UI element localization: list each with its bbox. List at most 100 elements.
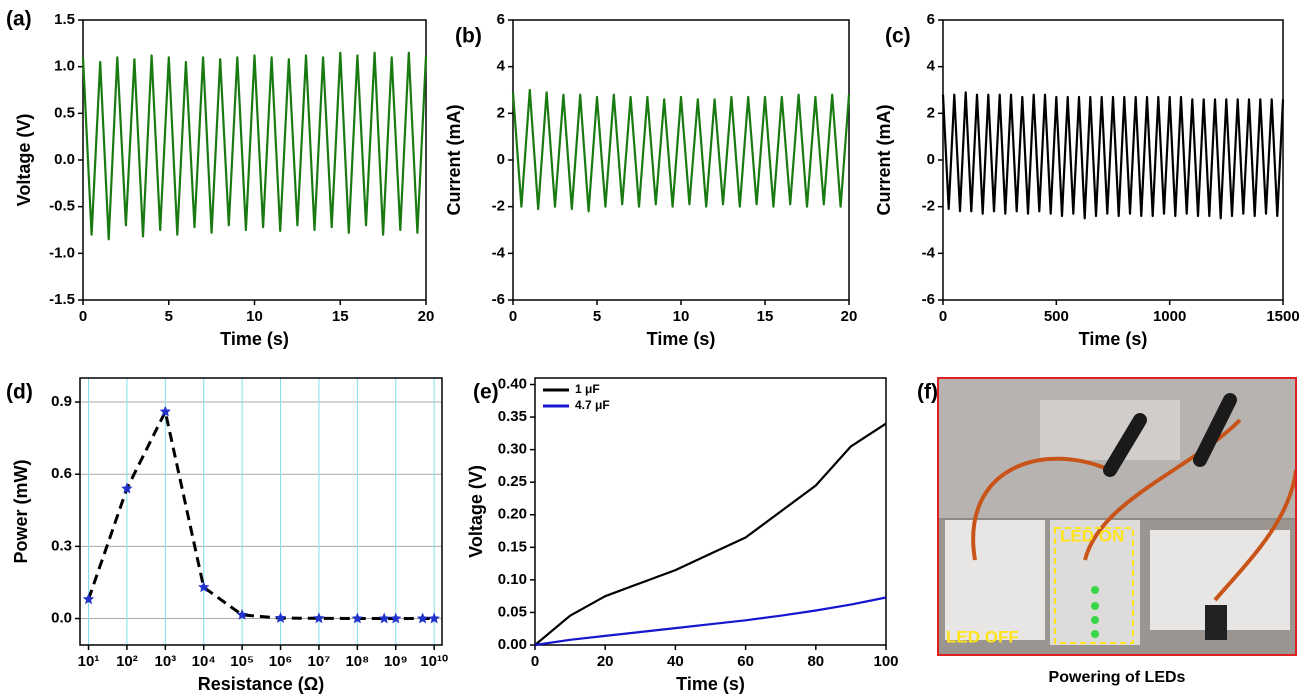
- x-tick-label: 5: [165, 308, 173, 325]
- x-tick-label: 0: [79, 308, 87, 325]
- data-line: [81, 51, 428, 241]
- y-tick-label: -1.5: [49, 291, 75, 308]
- photo-frame: [937, 377, 1297, 656]
- y-tick-label: -2: [922, 198, 935, 215]
- y-tick-label: 1.5: [54, 11, 75, 28]
- plot-frame: [82, 19, 427, 301]
- photo-poster: [1040, 400, 1180, 460]
- x-tick-label: 1000: [1153, 308, 1186, 325]
- y-tick-label: 0.5: [54, 104, 75, 121]
- x-tick-label: 5: [593, 308, 601, 325]
- x-tick-label: 0: [531, 653, 539, 670]
- data-line: [534, 596, 887, 647]
- data-point: [313, 612, 325, 624]
- x-tick-label: 10⁹: [384, 653, 408, 670]
- chart: (b) -6 -4 -2 0 2 4 6 0 5 10 15 20 Time (s) Current (mA…: [444, 11, 858, 349]
- data-point: [390, 612, 402, 624]
- y-tick-label: 0: [497, 151, 505, 168]
- breadboard: [945, 520, 1045, 640]
- x-tick-label: 10: [673, 308, 690, 325]
- data-line: [87, 410, 435, 620]
- x-axis-label: Resistance (Ω): [198, 674, 324, 694]
- y-axis-label: Current (mA): [874, 104, 894, 215]
- y-tick-label: 0.9: [51, 393, 72, 410]
- y-tick-label: 0.40: [498, 375, 527, 392]
- photo-caption: Powering of LEDs: [1049, 669, 1186, 686]
- y-axis-label: Current (mA): [444, 104, 464, 215]
- data-point: [121, 482, 133, 494]
- x-tick-label: 60: [737, 653, 754, 670]
- x-tick-label: 20: [418, 308, 435, 325]
- plot-frame: [534, 377, 887, 646]
- y-tick-label: 0.00: [498, 636, 527, 653]
- x-tick-label: 10: [246, 308, 263, 325]
- x-tick-label: 10⁴: [192, 653, 216, 670]
- y-axis-label: Voltage (V): [466, 465, 486, 558]
- plot-frame: [942, 19, 1284, 301]
- data-point: [428, 612, 440, 624]
- legend-label: 4.7 μF: [575, 398, 610, 412]
- y-tick-label: -0.5: [49, 198, 75, 215]
- data-line: [511, 88, 851, 213]
- x-tick-label: 20: [841, 308, 858, 325]
- panel-label: (e): [473, 381, 499, 404]
- data-point: [159, 405, 171, 417]
- x-tick-label: 10¹⁰: [420, 653, 448, 670]
- x-tick-label: 15: [332, 308, 349, 325]
- y-tick-label: -4: [492, 244, 506, 261]
- y-tick-label: 0.25: [498, 473, 527, 490]
- x-axis-label: Time (s): [220, 329, 289, 349]
- y-tick-label: 2: [927, 104, 935, 121]
- data-line: [534, 422, 887, 646]
- y-tick-label: 4: [497, 58, 506, 75]
- data-point: [351, 612, 364, 624]
- y-tick-label: -1.0: [49, 244, 75, 261]
- y-tick-label: 0.3: [51, 537, 72, 554]
- y-tick-label: -4: [922, 244, 936, 261]
- led: [1091, 586, 1099, 594]
- chart: (e) 0.00 0.05 0.10 0.15 0.20 0.25 0.30 0.35 0.40 0…: [466, 375, 899, 693]
- x-tick-label: 10⁷: [308, 653, 331, 670]
- x-tick-label: 10⁸: [345, 653, 369, 670]
- data-point: [416, 612, 429, 624]
- y-tick-label: 0: [927, 151, 935, 168]
- y-tick-label: 0.10: [498, 571, 527, 588]
- chart: (a) -1.5 -1.0 -0.5 0.0 0.5 1.0 1.5 0 5 10 15 20 Time …: [6, 8, 434, 349]
- plot-frame: [512, 19, 850, 301]
- x-tick-label: 10⁶: [269, 653, 293, 670]
- led: [1091, 630, 1099, 638]
- chart: (d) 0.0 0.3 0.6 0.9 10¹ 10² 10³ 10⁴ 10⁵ 10⁶ 10⁷ 10⁸ 1…: [6, 377, 448, 694]
- x-tick-label: 15: [757, 308, 774, 325]
- x-tick-label: 500: [1044, 308, 1069, 325]
- led: [1091, 616, 1099, 624]
- panel-label: (f): [917, 381, 938, 404]
- y-tick-label: 0.20: [498, 506, 527, 523]
- legend-label: 1 μF: [575, 382, 600, 396]
- x-tick-label: 10³: [154, 653, 176, 670]
- x-tick-label: 10²: [116, 653, 138, 670]
- data-point: [274, 612, 287, 623]
- y-tick-label: 0.05: [498, 603, 527, 620]
- y-tick-label: 6: [927, 11, 935, 28]
- x-tick-label: 1500: [1266, 308, 1299, 325]
- y-tick-label: 0.0: [54, 151, 75, 168]
- plot-frame: [79, 377, 443, 646]
- y-axis-label: Voltage (V): [14, 114, 34, 207]
- y-tick-label: -2: [492, 198, 505, 215]
- highlight-box: [1054, 527, 1134, 644]
- x-tick-label: 0: [939, 308, 947, 325]
- led-on-label: LED ON: [1060, 526, 1124, 545]
- panel-label: (a): [6, 8, 32, 31]
- x-tick-label: 10⁵: [230, 653, 254, 670]
- data-point: [198, 581, 210, 593]
- data-point: [82, 593, 95, 605]
- component: [1205, 605, 1227, 640]
- y-tick-label: -6: [492, 291, 505, 308]
- data-line: [941, 91, 1285, 220]
- x-axis-label: Time (s): [1079, 329, 1148, 349]
- panel-label: (c): [885, 25, 911, 48]
- x-tick-label: 40: [667, 653, 684, 670]
- y-tick-label: 6: [497, 11, 505, 28]
- y-tick-label: 1.0: [54, 58, 75, 75]
